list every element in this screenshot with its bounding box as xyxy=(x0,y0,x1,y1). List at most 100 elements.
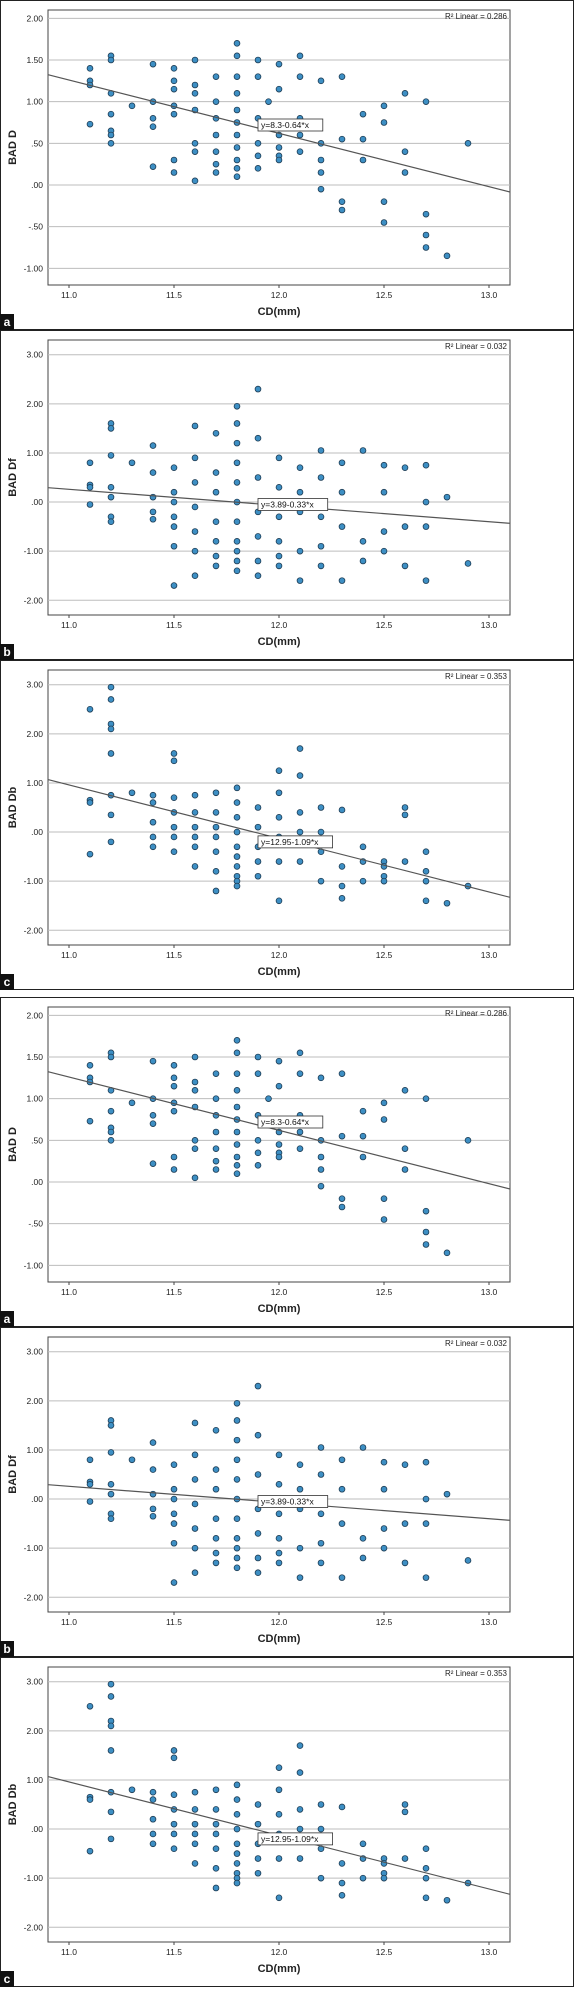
points xyxy=(86,1680,472,1904)
scatter-panel-c-repeat: -2.00 -1.00 .00 1.00 2.00 3.00 11.0 11.5 12.0 12.… xyxy=(0,1657,574,1987)
scatter-point xyxy=(338,1860,346,1867)
scatter-point xyxy=(170,1510,178,1518)
scatter-point xyxy=(233,439,241,447)
scatter-point xyxy=(233,1103,241,1111)
y-tick-label: -1.00 xyxy=(24,546,44,556)
scatter-point xyxy=(149,469,157,476)
scatter-point xyxy=(422,523,430,530)
scatter-point xyxy=(233,73,241,80)
scatter-point xyxy=(212,1145,220,1152)
scatter-point xyxy=(233,1128,241,1136)
scatter-point xyxy=(191,809,199,816)
scatter-point xyxy=(107,1422,115,1429)
scatter-point xyxy=(296,488,304,496)
scatter-point xyxy=(380,1116,388,1123)
scatter-point xyxy=(296,772,304,779)
scatter-point xyxy=(212,1865,220,1872)
x-tick-label: 11.5 xyxy=(166,1947,182,1957)
scatter-point xyxy=(359,1153,367,1161)
scatter-point xyxy=(107,838,115,846)
scatter-point xyxy=(338,523,346,530)
scatter-point xyxy=(275,1764,283,1771)
scatter-point xyxy=(107,811,115,819)
scatter-point xyxy=(422,498,430,506)
scatter-point xyxy=(233,40,241,47)
fit-equation-box xyxy=(257,1495,329,1508)
scatter-point xyxy=(254,1855,262,1862)
scatter-point xyxy=(212,868,220,875)
scatter-point xyxy=(233,547,241,555)
fit-equation-box xyxy=(257,1115,324,1129)
chart-svg: -2.00 -1.00 .00 1.00 2.00 3.00 11.0 11.5 12.0 12.… xyxy=(0,660,574,990)
scatter-point xyxy=(212,1786,220,1794)
scatter-point xyxy=(170,1539,178,1547)
scatter-point xyxy=(296,858,304,865)
y-tick-label: .00 xyxy=(31,1824,43,1834)
x-axis-label: CD(mm) xyxy=(258,1633,301,1645)
scatter-point xyxy=(86,501,94,508)
y-tick-label: 3.00 xyxy=(26,1677,43,1687)
scatter-point xyxy=(233,1153,241,1161)
scatter-point xyxy=(212,1559,220,1567)
scatter-point xyxy=(401,1855,409,1862)
scatter-point xyxy=(380,198,388,205)
scatter-point xyxy=(191,823,199,831)
scatter-point xyxy=(107,1722,115,1730)
scatter-point xyxy=(275,1549,283,1557)
scatter-point xyxy=(191,833,199,841)
scatter-point xyxy=(422,877,430,885)
scatter-point xyxy=(380,102,388,110)
scatter-point xyxy=(317,447,325,454)
scatter-point xyxy=(275,1082,283,1090)
panel-letter-tag xyxy=(0,974,14,990)
scatter-point xyxy=(86,1062,94,1069)
scatter-panel-a-repeat: -1.00 -.50 .00 .50 1.00 1.50 2.00 11.0 11.5 12.0 1… xyxy=(0,997,574,1327)
fit-equation-box xyxy=(257,835,333,849)
y-tick-label: .00 xyxy=(31,497,43,507)
scatter-point xyxy=(254,1431,262,1439)
scatter-point xyxy=(191,1500,199,1508)
scatter-point xyxy=(233,567,241,575)
scatter-point xyxy=(275,513,283,521)
scatter-point xyxy=(170,1153,178,1161)
scatter-point xyxy=(275,1153,283,1161)
scatter-point xyxy=(233,1087,241,1094)
scatter-point xyxy=(338,1070,346,1077)
scatter-point xyxy=(170,169,178,176)
scatter-point xyxy=(233,1037,241,1044)
scatter-point xyxy=(254,872,262,880)
scatter-point xyxy=(254,56,262,64)
scatter-point xyxy=(359,447,367,454)
x-tick-label: 11.5 xyxy=(166,1287,182,1297)
scatter-point xyxy=(107,1808,115,1816)
scatter-point xyxy=(254,557,262,565)
scatter-point xyxy=(170,513,178,521)
scatter-point xyxy=(191,90,199,97)
scatter-point xyxy=(233,1049,241,1057)
scatter-point xyxy=(401,811,409,819)
scatter-point xyxy=(317,1539,325,1547)
scatter-point xyxy=(233,90,241,97)
scatter-point xyxy=(107,484,115,491)
scatter-point xyxy=(233,814,241,821)
scatter-point xyxy=(296,1769,304,1776)
scatter-point xyxy=(212,1845,220,1852)
scatter-point xyxy=(422,210,430,218)
fit-equation: y=8.3-0.64*x xyxy=(261,1117,310,1127)
scatter-point xyxy=(170,1520,178,1527)
scatter-point xyxy=(254,434,262,442)
scatter-point xyxy=(317,828,325,836)
y-axis-label: BAD Db xyxy=(7,786,19,828)
scatter-point xyxy=(275,1786,283,1794)
y-tick-label: 1.00 xyxy=(26,1094,43,1104)
scatter-point xyxy=(275,858,283,865)
scatter-point xyxy=(338,1803,346,1811)
scatter-point xyxy=(296,73,304,80)
scatter-point xyxy=(149,1112,157,1119)
scatter-point xyxy=(296,1128,304,1136)
scatter-point xyxy=(107,1128,115,1136)
scatter-point xyxy=(149,515,157,523)
scatter-point xyxy=(191,1476,199,1483)
scatter-point xyxy=(296,1145,304,1152)
x-tick-label: 11.5 xyxy=(166,1617,182,1627)
